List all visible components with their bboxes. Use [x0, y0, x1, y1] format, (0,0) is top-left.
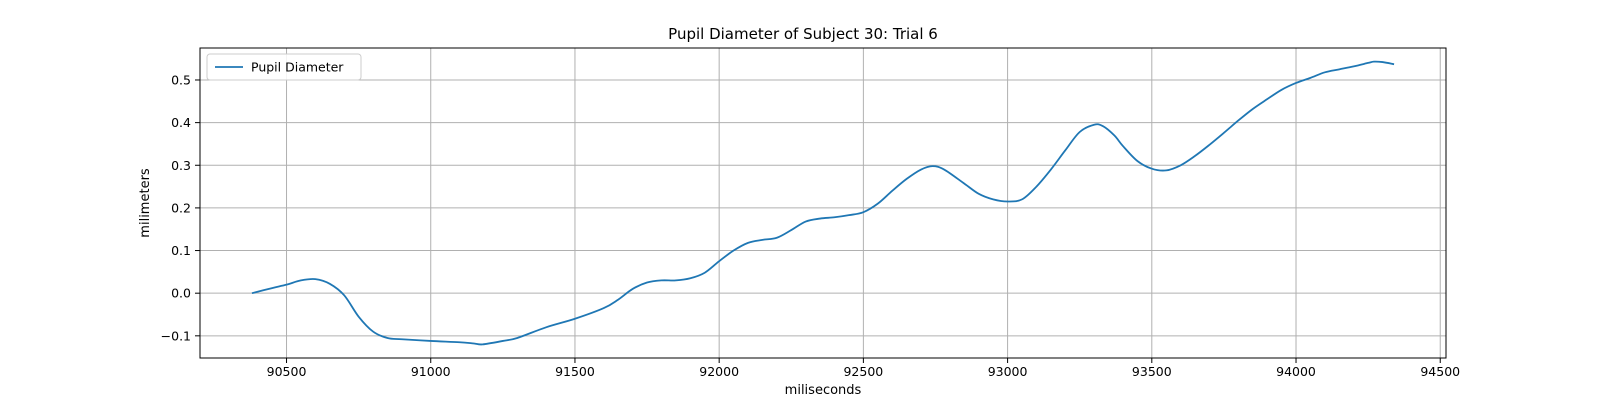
legend-label-pupil-diameter: Pupil Diameter	[251, 60, 344, 75]
y-tick-label: 0.2	[171, 200, 191, 215]
x-axis-label: miliseconds	[785, 383, 862, 398]
x-tick-label: 91000	[411, 364, 451, 379]
y-tick-label: 0.4	[171, 115, 191, 130]
x-tick-label: 90500	[267, 364, 307, 379]
y-tick-label: 0.5	[171, 72, 191, 87]
y-tick-label: −0.1	[161, 328, 191, 343]
plot-frame	[199, 47, 1447, 359]
series-line-pupil-diameter	[251, 60, 1395, 346]
x-tick-label: 93500	[1132, 364, 1172, 379]
legend: Pupil Diameter	[206, 53, 362, 81]
y-tick-label: 0.3	[171, 158, 191, 173]
y-axis-label: milimeters	[138, 168, 153, 238]
grid-lines	[200, 48, 1446, 358]
y-tick-label: 0.0	[171, 286, 191, 301]
x-tick-label: 91500	[555, 364, 595, 379]
x-tick-label: 94500	[1420, 364, 1460, 379]
x-tick-label: 93000	[988, 364, 1028, 379]
y-tick-label: 0.1	[171, 243, 191, 258]
x-tick-label: 94000	[1276, 364, 1316, 379]
legend-box	[206, 53, 362, 81]
chart-title: Pupil Diameter of Subject 30: Trial 6	[668, 25, 938, 43]
series-layer	[251, 60, 1395, 346]
y-axis-ticks: −0.1 0.0 0.1 0.2 0.3 0.4 0.5	[161, 72, 200, 343]
x-tick-label: 92000	[699, 364, 739, 379]
x-axis-ticks: 90500 91000 91500 92000 92500 93000 93500 94000…	[267, 358, 1460, 379]
x-tick-label: 92500	[843, 364, 883, 379]
